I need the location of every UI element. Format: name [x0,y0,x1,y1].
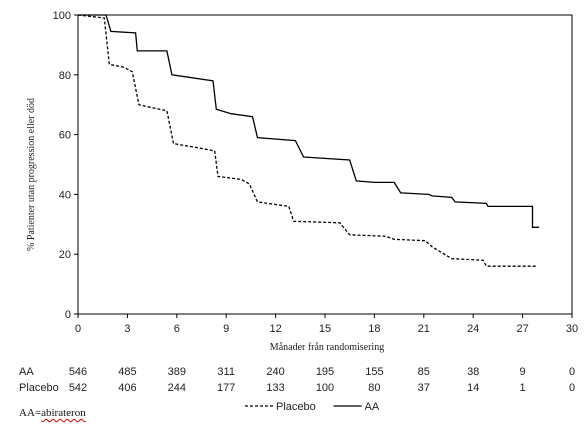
risk-value: 155 [365,366,383,378]
footnote: AA=abirateron [19,407,86,419]
x-tick-label: 27 [516,323,528,335]
x-axis-ticks: 0 3 6 9 12 15 18 21 24 27 30 [75,314,578,335]
risk-value: 177 [217,382,235,394]
y-tick-label: 20 [59,249,71,261]
x-tick-label: 12 [269,323,281,335]
series-layer [77,14,540,267]
footnote-word: abirateron [41,407,86,419]
y-tick-label: 60 [59,130,71,142]
risk-value: 311 [217,366,235,378]
risk-value: 546 [69,366,87,378]
risk-value: 37 [418,382,430,394]
risk-value: 14 [467,382,479,394]
y-tick-label: 100 [53,10,71,22]
risk-value: 85 [418,366,430,378]
risk-value: 9 [520,366,526,378]
y-tick-label: 40 [59,189,71,201]
risk-value: 389 [168,366,186,378]
risk-value: 195 [316,366,334,378]
risk-value: 244 [168,382,186,394]
y-tick-label: 0 [65,309,71,321]
risk-value: 80 [368,382,380,394]
risk-value: 0 [569,382,575,394]
risk-value: 38 [467,366,479,378]
series-aa-line [78,14,540,228]
plot-frame [77,14,573,315]
risk-value: 485 [118,366,136,378]
risk-value: 406 [118,382,136,394]
x-tick-label: 21 [418,323,430,335]
x-tick-label: 3 [124,323,130,335]
legend-label: AA [365,401,380,413]
risk-value: 0 [569,366,575,378]
risk-value: 542 [69,382,87,394]
x-tick-label: 6 [174,323,180,335]
footnote-separator: = [34,407,42,419]
x-tick-label: 18 [368,323,380,335]
x-axis-title: Månader från randomisering [270,342,384,353]
x-tick-label: 15 [319,323,331,335]
risk-row-label: AA [19,366,34,378]
x-tick-label: 24 [467,323,479,335]
legend: Placebo AA [245,401,380,413]
x-tick-label: 0 [75,323,81,335]
y-axis-ticks: 0 20 40 60 80 100 [53,10,78,321]
risk-value: 1 [520,382,526,394]
x-tick-label: 9 [223,323,229,335]
risk-value: 133 [266,382,284,394]
y-axis-title: % Patienter utan progression eller död [26,98,37,251]
risk-row-label: Placebo [19,382,59,394]
risk-value: 240 [266,366,284,378]
legend-label: Placebo [276,401,316,413]
risk-value: 100 [316,382,334,394]
series-placebo-line [77,14,536,267]
footnote-abbr: AA [19,407,35,419]
x-tick-label: 30 [566,323,578,335]
y-tick-label: 80 [59,70,71,82]
